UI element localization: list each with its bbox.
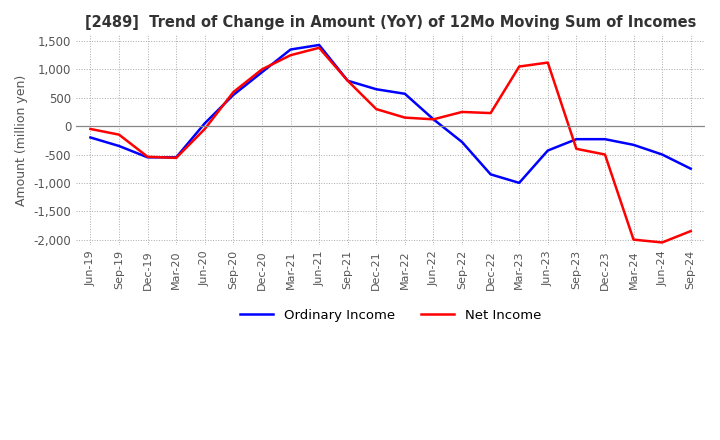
Net Income [486,110,495,116]
Net Income [658,240,667,245]
Net Income [86,126,95,132]
Net Income [114,132,123,137]
Ordinary Income [400,91,409,96]
Net Income [200,126,209,132]
Net Income [400,115,409,120]
Net Income [372,106,381,112]
Ordinary Income [600,136,609,142]
Line: Ordinary Income: Ordinary Income [91,45,690,183]
Net Income [600,152,609,157]
Net Income [572,146,581,151]
Ordinary Income [315,42,323,48]
Ordinary Income [486,172,495,177]
Ordinary Income [458,139,467,145]
Net Income [287,52,295,58]
Net Income [429,117,438,122]
Ordinary Income [143,155,152,160]
Net Income [544,60,552,65]
Title: [2489]  Trend of Change in Amount (YoY) of 12Mo Moving Sum of Incomes: [2489] Trend of Change in Amount (YoY) o… [85,15,696,30]
Ordinary Income [172,155,181,160]
Net Income [172,155,181,161]
Ordinary Income [287,47,295,52]
Net Income [458,109,467,114]
Ordinary Income [429,117,438,122]
Net Income [315,45,323,51]
Net Income [686,228,695,234]
Ordinary Income [114,143,123,149]
Ordinary Income [258,70,266,75]
Legend: Ordinary Income, Net Income: Ordinary Income, Net Income [235,303,546,327]
Net Income [343,78,352,83]
Ordinary Income [544,148,552,153]
Ordinary Income [629,142,638,147]
Net Income [515,64,523,69]
Net Income [143,154,152,159]
Ordinary Income [572,136,581,142]
Ordinary Income [343,78,352,83]
Net Income [258,67,266,72]
Ordinary Income [658,152,667,157]
Ordinary Income [229,92,238,98]
Ordinary Income [372,87,381,92]
Net Income [629,237,638,242]
Ordinary Income [86,135,95,140]
Y-axis label: Amount (million yen): Amount (million yen) [15,75,28,206]
Ordinary Income [515,180,523,186]
Ordinary Income [200,121,209,126]
Line: Net Income: Net Income [91,48,690,242]
Ordinary Income [686,166,695,171]
Net Income [229,89,238,95]
